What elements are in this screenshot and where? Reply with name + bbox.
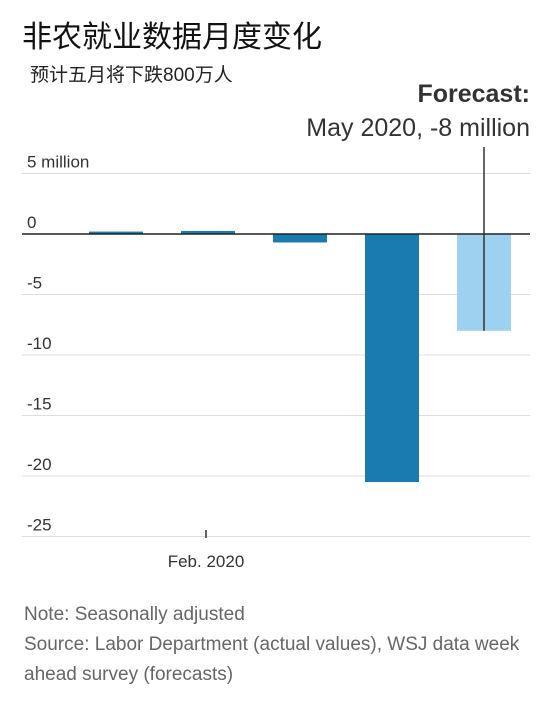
y-tick-label: -5	[27, 274, 42, 293]
y-tick-label: 0	[27, 213, 36, 232]
y-tick-label: -15	[27, 395, 52, 414]
forecast-heading: Forecast:	[417, 80, 530, 108]
x-tick-label: Feb. 2020	[168, 552, 245, 571]
y-tick-label: -10	[27, 334, 52, 353]
chart-title: 非农就业数据月度变化	[22, 21, 322, 54]
bar	[273, 234, 327, 243]
y-tick-label: 5 million	[27, 153, 89, 172]
chart-subtitle: 预计五月将下跌800万人	[30, 65, 233, 86]
bar	[89, 231, 143, 234]
footer-source: Source: Labor Department (actual values)…	[24, 634, 520, 685]
forecast-label: May 2020, -8 million	[306, 114, 530, 142]
chart-footer: Note: Seasonally adjusted Source: Labor …	[24, 600, 534, 690]
bar	[181, 230, 235, 234]
bar-chart: 5 million 0 -5 -10 -15 -20 -25 Feb. 2020	[22, 147, 530, 571]
bar	[365, 234, 419, 483]
footer-note: Note: Seasonally adjusted	[24, 604, 245, 625]
y-tick-label: -20	[27, 455, 52, 474]
y-tick-label: -25	[27, 516, 52, 535]
